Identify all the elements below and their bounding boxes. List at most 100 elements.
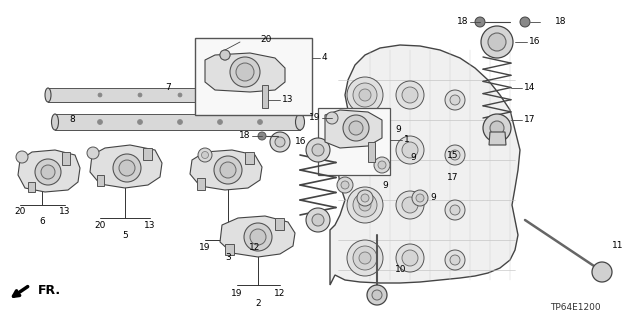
Circle shape bbox=[445, 200, 465, 220]
Circle shape bbox=[402, 250, 418, 266]
Text: 3: 3 bbox=[225, 254, 231, 263]
Circle shape bbox=[353, 246, 377, 270]
Circle shape bbox=[450, 150, 460, 160]
Polygon shape bbox=[90, 145, 162, 188]
Circle shape bbox=[306, 138, 330, 162]
Circle shape bbox=[412, 190, 428, 206]
Circle shape bbox=[230, 57, 260, 87]
Circle shape bbox=[258, 132, 266, 140]
Polygon shape bbox=[368, 142, 375, 162]
Text: 19: 19 bbox=[199, 243, 211, 253]
Circle shape bbox=[312, 214, 324, 226]
Circle shape bbox=[359, 199, 371, 211]
Circle shape bbox=[337, 177, 353, 193]
Circle shape bbox=[218, 93, 222, 97]
Circle shape bbox=[220, 50, 230, 60]
Circle shape bbox=[359, 89, 371, 101]
Circle shape bbox=[396, 136, 424, 164]
Text: 9: 9 bbox=[410, 153, 416, 162]
Circle shape bbox=[445, 90, 465, 110]
Text: 13: 13 bbox=[60, 207, 71, 217]
Circle shape bbox=[450, 205, 460, 215]
Circle shape bbox=[367, 285, 387, 305]
Bar bbox=[318, 108, 390, 175]
Circle shape bbox=[306, 208, 330, 232]
Circle shape bbox=[220, 162, 236, 178]
Text: 12: 12 bbox=[275, 288, 285, 298]
Text: 7: 7 bbox=[165, 84, 171, 93]
Circle shape bbox=[244, 223, 272, 251]
Circle shape bbox=[178, 93, 182, 97]
Circle shape bbox=[402, 87, 418, 103]
Circle shape bbox=[361, 154, 369, 162]
Text: 4: 4 bbox=[322, 54, 328, 63]
Circle shape bbox=[326, 112, 338, 124]
Circle shape bbox=[372, 290, 382, 300]
Ellipse shape bbox=[45, 88, 51, 102]
Circle shape bbox=[450, 255, 460, 265]
Circle shape bbox=[349, 121, 363, 135]
Text: 20: 20 bbox=[260, 35, 271, 44]
Text: 1: 1 bbox=[404, 136, 410, 145]
Circle shape bbox=[270, 132, 290, 152]
Circle shape bbox=[87, 147, 99, 159]
Text: 20: 20 bbox=[94, 221, 106, 231]
Polygon shape bbox=[330, 45, 520, 285]
Circle shape bbox=[344, 126, 352, 134]
Circle shape bbox=[361, 194, 369, 202]
Circle shape bbox=[396, 81, 424, 109]
Circle shape bbox=[359, 252, 371, 264]
Polygon shape bbox=[325, 110, 382, 148]
Circle shape bbox=[258, 93, 262, 97]
Text: 13: 13 bbox=[282, 95, 294, 105]
Polygon shape bbox=[97, 175, 104, 186]
Text: 5: 5 bbox=[122, 231, 128, 240]
Circle shape bbox=[35, 159, 61, 185]
Text: 18: 18 bbox=[239, 131, 250, 140]
Circle shape bbox=[378, 161, 386, 169]
Polygon shape bbox=[18, 150, 80, 192]
Circle shape bbox=[257, 120, 262, 124]
Polygon shape bbox=[55, 114, 300, 130]
Text: 13: 13 bbox=[144, 221, 156, 231]
Circle shape bbox=[220, 50, 230, 60]
Text: 6: 6 bbox=[39, 218, 45, 226]
Polygon shape bbox=[48, 88, 290, 102]
Polygon shape bbox=[28, 182, 35, 192]
Circle shape bbox=[359, 144, 371, 156]
Circle shape bbox=[416, 194, 424, 202]
Circle shape bbox=[312, 144, 324, 156]
Circle shape bbox=[357, 150, 373, 166]
Circle shape bbox=[202, 152, 209, 159]
Circle shape bbox=[481, 26, 513, 58]
Polygon shape bbox=[275, 218, 284, 230]
Text: 8: 8 bbox=[69, 115, 75, 124]
Polygon shape bbox=[225, 244, 234, 255]
Text: 9: 9 bbox=[382, 181, 388, 189]
Text: 19: 19 bbox=[231, 288, 243, 298]
Circle shape bbox=[98, 93, 102, 97]
Polygon shape bbox=[220, 216, 295, 257]
Circle shape bbox=[374, 157, 390, 173]
Text: FR.: FR. bbox=[38, 284, 61, 296]
Circle shape bbox=[475, 17, 485, 27]
Text: 16: 16 bbox=[295, 137, 307, 146]
Circle shape bbox=[250, 229, 266, 245]
Circle shape bbox=[402, 142, 418, 158]
Ellipse shape bbox=[296, 114, 305, 130]
Circle shape bbox=[214, 156, 242, 184]
Polygon shape bbox=[197, 178, 205, 190]
Circle shape bbox=[445, 250, 465, 270]
Text: 12: 12 bbox=[250, 243, 260, 253]
Text: 2: 2 bbox=[255, 299, 261, 308]
Polygon shape bbox=[489, 132, 506, 145]
Text: 17: 17 bbox=[524, 115, 536, 124]
Circle shape bbox=[488, 33, 506, 51]
Circle shape bbox=[490, 121, 504, 135]
Ellipse shape bbox=[286, 88, 294, 102]
Text: 19: 19 bbox=[308, 114, 320, 122]
Circle shape bbox=[119, 160, 135, 176]
Polygon shape bbox=[62, 152, 70, 165]
Polygon shape bbox=[262, 85, 268, 108]
Circle shape bbox=[138, 93, 142, 97]
